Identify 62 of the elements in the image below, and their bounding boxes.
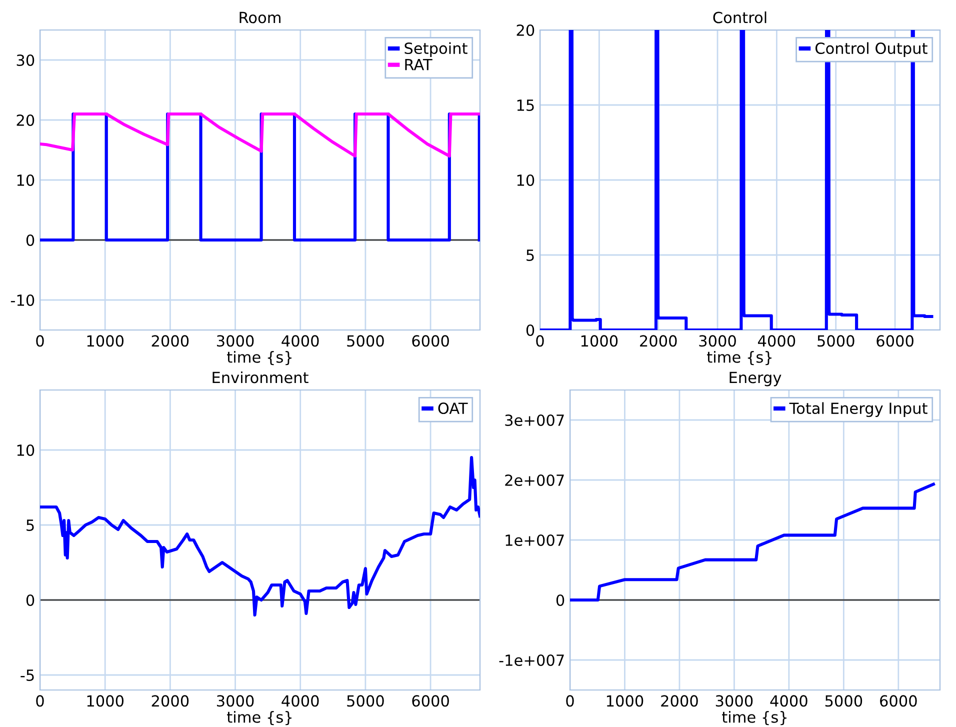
x-axis-title: time {s} <box>227 711 292 726</box>
y-tick-label: 5 <box>26 520 34 532</box>
y-tick-label: 0 <box>526 324 534 336</box>
y-tick-label: 3e+007 <box>505 414 564 426</box>
x-tick-label: 4000 <box>758 335 796 347</box>
x-axis-title: time {s} <box>722 711 786 726</box>
y-tick-label: 30 <box>16 54 34 66</box>
chart-title: Room <box>240 12 280 24</box>
x-tick-label: 6000 <box>880 695 917 707</box>
y-tick-label: 10 <box>17 174 34 186</box>
y-tick-label: 1e+007 <box>506 534 564 546</box>
x-tick-label: 3000 <box>216 695 254 707</box>
x-tick-label: 2000 <box>661 695 698 707</box>
line-series <box>570 482 935 602</box>
x-tick-label: 0 <box>566 695 574 707</box>
legend-label: Control Output <box>815 42 928 58</box>
x-tick-label: 5000 <box>347 335 384 347</box>
x-axis-title: time {s} <box>707 351 772 366</box>
x-tick-label: 4000 <box>282 335 319 347</box>
x-tick-label: 4000 <box>770 695 808 707</box>
y-tick-label: 20 <box>16 114 34 126</box>
x-tick-label: 4000 <box>282 695 319 707</box>
x-tick-label: 3000 <box>699 335 736 347</box>
line-series <box>40 112 480 158</box>
x-tick-label: 1000 <box>87 335 124 347</box>
x-tick-label: 6000 <box>412 695 449 707</box>
x-tick-label: 3000 <box>716 695 753 707</box>
chart-title: Energy <box>730 372 782 386</box>
line-series <box>40 456 480 617</box>
legend-label: RAT <box>405 59 432 70</box>
y-tick-label: 5 <box>526 250 534 262</box>
y-tick-label: 0 <box>26 234 34 246</box>
x-tick-label: 0 <box>36 695 44 707</box>
chart-title: Environment <box>212 371 308 384</box>
chart-title: Control <box>713 11 766 24</box>
x-tick-label: 3000 <box>216 335 254 347</box>
y-tick-label: 0 <box>26 594 34 606</box>
x-tick-label: 6000 <box>876 335 914 347</box>
y-tick-label: -1e+007 <box>499 654 564 666</box>
x-tick-label: 5000 <box>347 695 384 707</box>
x-tick-label: 6000 <box>412 335 449 347</box>
y-tick-label: 0 <box>556 594 564 606</box>
x-tick-label: 0 <box>36 335 44 347</box>
x-axis-title: time {s} <box>227 351 292 366</box>
y-tick-label: 10 <box>517 174 534 186</box>
y-tick-label: -10 <box>10 294 34 306</box>
x-tick-label: 2000 <box>640 335 677 347</box>
x-tick-label: 2000 <box>152 695 189 707</box>
legend-label: Total Energy Input <box>789 402 928 418</box>
x-tick-label: 5000 <box>825 695 862 707</box>
legend-label: OAT <box>438 402 468 414</box>
x-tick-label: 1000 <box>606 695 644 707</box>
y-tick-label: 10 <box>17 444 34 456</box>
x-tick-label: 1000 <box>87 695 124 707</box>
x-tick-label: 1000 <box>581 335 618 347</box>
x-tick-label: 2000 <box>152 335 189 347</box>
y-tick-label: 15 <box>517 100 534 112</box>
y-tick-label: 2e+007 <box>505 474 564 486</box>
y-tick-label: -5 <box>20 670 34 682</box>
x-tick-label: 5000 <box>818 335 854 347</box>
y-tick-label: 20 <box>516 24 534 36</box>
legend-label: Setpoint <box>404 42 468 58</box>
